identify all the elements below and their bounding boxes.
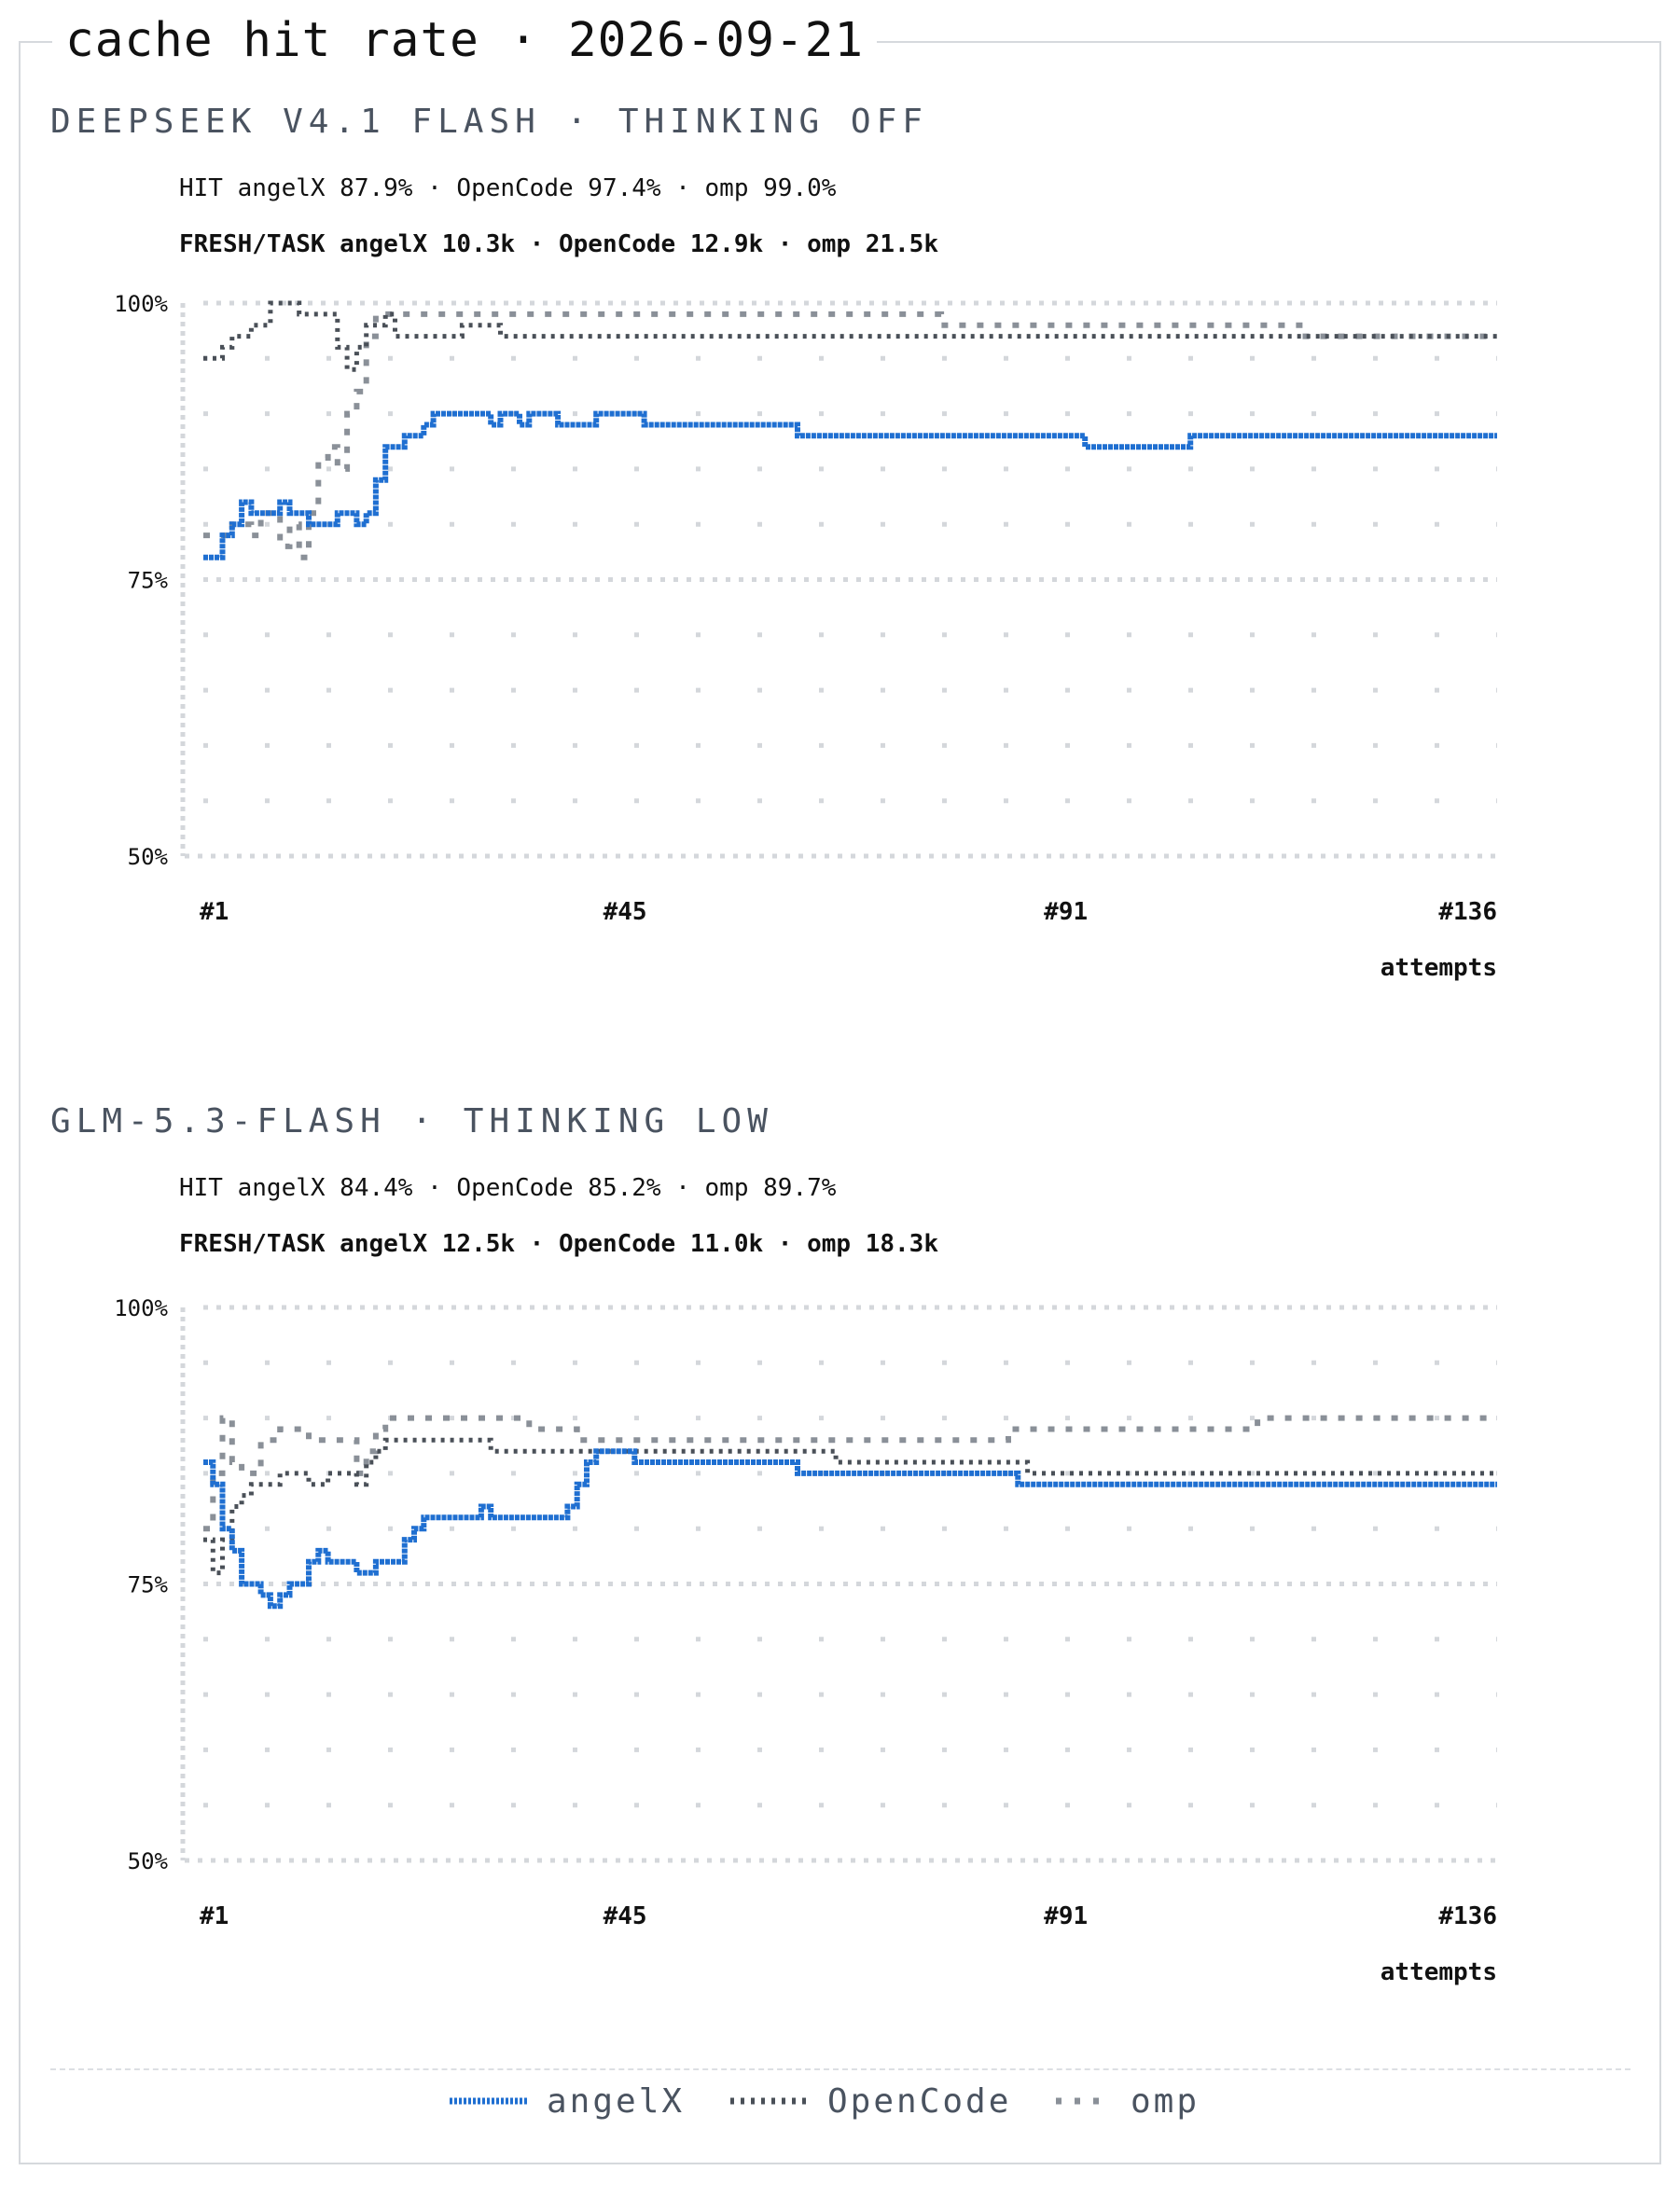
legend-label-omp: omp — [1131, 2082, 1200, 2121]
series-line-angelx — [203, 1448, 1497, 1610]
x-axis-label: attempts — [1381, 954, 1497, 982]
page-title: cache hit rate · 2026-09-21 — [52, 13, 878, 69]
x-tick-label: #136 — [1438, 1902, 1497, 1930]
fresh-per-task-summary: FRESH/TASK angelX 12.5k · OpenCode 11.0k… — [179, 1230, 938, 1258]
series-line-opencode — [203, 1437, 1497, 1576]
legend-label-angelx: angelX — [547, 2082, 685, 2121]
legend-label-opencode: OpenCode — [827, 2082, 1011, 2121]
y-tick-label: 100% — [114, 1295, 168, 1321]
x-tick-label: #45 — [604, 898, 647, 926]
x-tick-label: #91 — [1044, 898, 1088, 926]
hit-rate-summary: HIT angelX 84.4% · OpenCode 85.2% · omp … — [179, 1174, 837, 1202]
x-tick-label: #1 — [200, 898, 229, 926]
series-line-angelx — [203, 410, 1497, 560]
legend-separator — [50, 2068, 1630, 2070]
x-tick-label: #91 — [1044, 1902, 1088, 1930]
y-tick-label: 100% — [114, 291, 168, 317]
y-tick-label: 50% — [128, 1848, 169, 1874]
x-axis-label: attempts — [1381, 1958, 1497, 1986]
chart-title: GLM-5.3-FLASH · THINKING LOW — [50, 1102, 773, 1141]
chart-panel-2: GLM-5.3-FLASH · THINKING LOW HIT angelX 8… — [50, 1102, 1497, 1986]
hit-rate-summary: HIT angelX 87.9% · OpenCode 97.4% · omp … — [179, 174, 837, 202]
x-tick-label: #45 — [604, 1902, 647, 1930]
chart-panel-1: DEEPSEEK V4.1 FLASH · THINKING OFF HIT an… — [50, 103, 1497, 982]
chart-title: DEEPSEEK V4.1 FLASH · THINKING OFF — [50, 103, 928, 141]
legend: angelX OpenCode omp — [450, 2082, 1200, 2121]
fresh-per-task-summary: FRESH/TASK angelX 10.3k · OpenCode 12.9k… — [179, 230, 938, 258]
y-tick-label: 75% — [128, 1572, 169, 1598]
x-tick-label: #1 — [200, 1902, 229, 1930]
series-line-omp — [203, 1415, 1497, 1532]
x-tick-label: #136 — [1438, 898, 1497, 926]
y-tick-label: 50% — [128, 844, 169, 870]
y-tick-label: 75% — [128, 568, 169, 594]
